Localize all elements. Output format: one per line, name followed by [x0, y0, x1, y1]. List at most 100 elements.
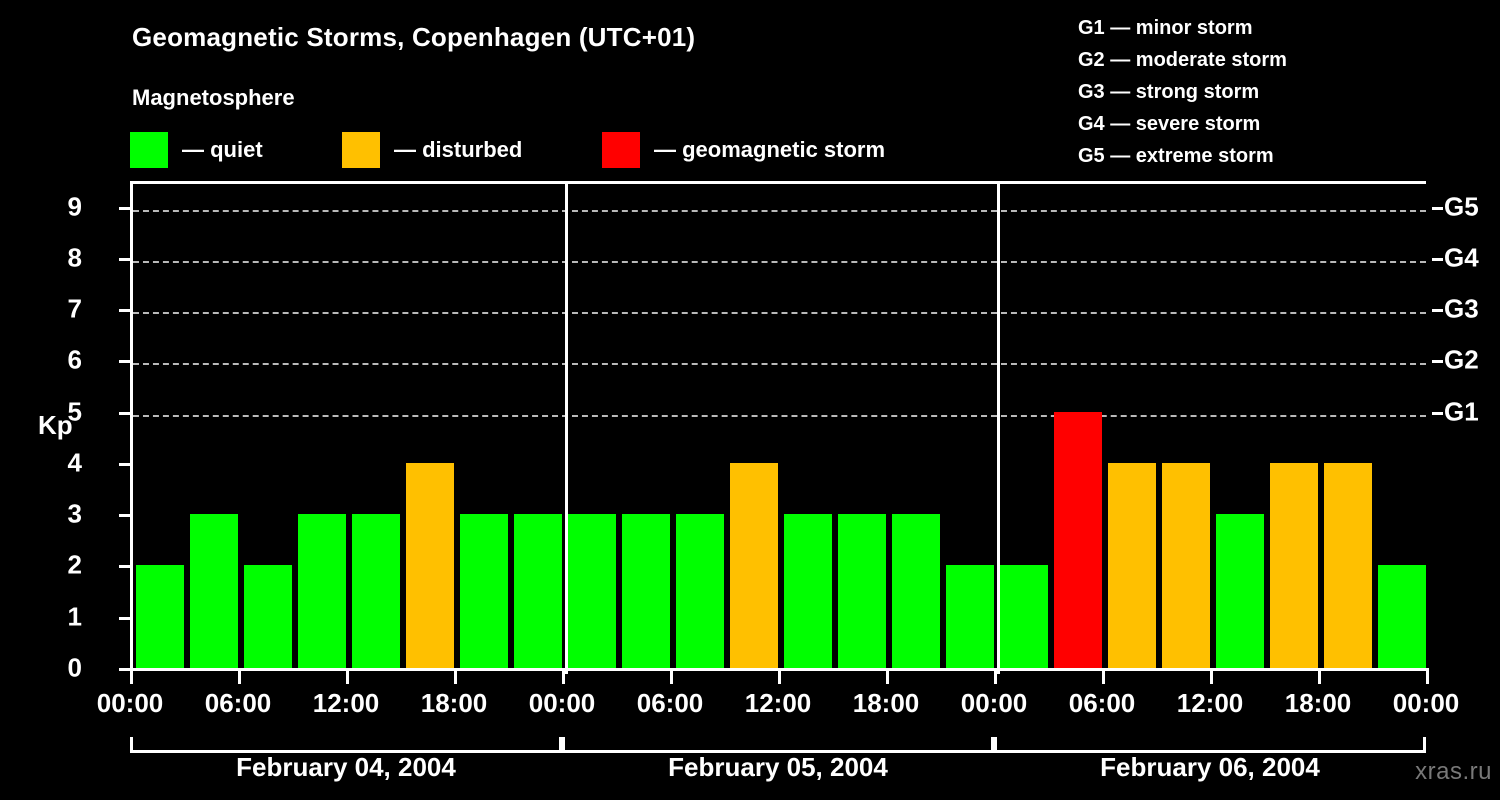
y-tick-mark-9	[119, 206, 130, 210]
kp-bar[interactable]	[190, 514, 238, 668]
y-tick-label-2: 2	[67, 549, 82, 580]
g-tick-label-G2: G2	[1444, 344, 1479, 375]
kp-bar[interactable]	[730, 462, 778, 668]
kp-bar[interactable]	[838, 514, 886, 668]
kp-bar[interactable]	[1378, 565, 1426, 668]
kp-bar[interactable]	[568, 514, 616, 668]
x-tick-label-12: 00:00	[1392, 688, 1460, 718]
kp-bar[interactable]	[1270, 462, 1318, 668]
gridline-kp-9	[133, 209, 1426, 212]
day-label-1: February 04, 2004	[236, 752, 456, 782]
g-scale-row-5: G5 — extreme storm	[1078, 145, 1274, 167]
kp-bar[interactable]	[1162, 462, 1210, 668]
y-tick-mark-2	[119, 565, 130, 569]
kp-bar[interactable]	[676, 514, 724, 668]
gridline-kp-8	[133, 260, 1426, 263]
x-tick-mark-0	[130, 671, 133, 684]
x-tick-label-1: 06:00	[204, 688, 272, 718]
day-divider-2	[997, 184, 1000, 674]
g-tick-label-G4: G4	[1444, 242, 1479, 273]
y-tick-mark-8	[119, 257, 130, 261]
kp-bar[interactable]	[1054, 411, 1102, 668]
x-axis-labels: 00:00 06:00 12:00 18:00 00:00 06:00 12:00 18:00…	[0, 688, 1500, 722]
y-axis-labels: 0 1 2 3 4 5 6 7 8 9	[30, 181, 82, 682]
x-tick-label-9: 06:00	[1068, 688, 1136, 718]
x-tick-mark-3	[454, 671, 457, 684]
kp-bar[interactable]	[946, 565, 994, 668]
g-scale-row-1: G1 — minor storm	[1078, 17, 1253, 39]
kp-bar[interactable]	[136, 565, 184, 668]
x-tick-label-7: 18:00	[852, 688, 920, 718]
quiet-swatch	[130, 132, 168, 168]
y-tick-label-4: 4	[67, 447, 82, 478]
y-tick-mark-5	[119, 411, 130, 415]
g-tick-mark-G3	[1432, 309, 1443, 313]
legend-entry-quiet: — quiet	[130, 132, 263, 168]
y-tick-label-0: 0	[67, 652, 82, 683]
y-tick-mark-3	[119, 514, 130, 518]
kp-bar[interactable]	[514, 514, 562, 668]
kp-bar[interactable]	[406, 462, 454, 668]
kp-bar[interactable]	[244, 565, 292, 668]
y-axis-title: Kp	[38, 410, 73, 440]
x-tick-label-5: 06:00	[636, 688, 704, 718]
x-tick-label-6: 12:00	[744, 688, 812, 718]
kp-bar[interactable]	[1216, 514, 1264, 668]
day-label-2: February 05, 2004	[668, 752, 888, 782]
kp-bar[interactable]	[784, 514, 832, 668]
g-tick-mark-G5	[1432, 206, 1443, 210]
y-tick-mark-1	[119, 616, 130, 620]
kp-bar[interactable]	[892, 514, 940, 668]
y-tick-label-9: 9	[67, 191, 82, 222]
gridline-kp-5	[133, 414, 1426, 417]
x-axis-ticks	[130, 671, 1429, 684]
y-tick-mark-6	[119, 360, 130, 364]
g-scale-row-2: G2 — moderate storm	[1078, 49, 1287, 71]
x-tick-mark-8	[994, 671, 997, 684]
y-tick-mark-7	[119, 309, 130, 313]
kp-bar[interactable]	[1324, 462, 1372, 668]
x-tick-label-4: 00:00	[528, 688, 596, 718]
g-scale-row-3: G3 — strong storm	[1078, 81, 1260, 103]
y-axis-ticks	[119, 181, 1426, 671]
kp-bar[interactable]	[352, 514, 400, 668]
gridline-kp-7	[133, 312, 1426, 315]
x-axis-baseline	[130, 668, 1429, 671]
kp-bar[interactable]	[298, 514, 346, 668]
page-title: Geomagnetic Storms, Copenhagen (UTC+01)	[132, 22, 696, 52]
g-tick-label-G5: G5	[1444, 191, 1479, 222]
x-tick-mark-10	[1210, 671, 1213, 684]
y-tick-label-6: 6	[67, 344, 82, 375]
day-ribbon	[130, 737, 1426, 753]
y-tick-label-1: 1	[67, 601, 82, 632]
g-tick-mark-G4	[1432, 257, 1443, 261]
day-divider-1	[565, 184, 568, 674]
y-tick-label-3: 3	[67, 498, 82, 529]
g-tick-label-G1: G1	[1444, 396, 1479, 427]
legend-entry-storm: — geomagnetic storm	[602, 132, 885, 168]
bars-layer	[133, 184, 1426, 668]
kp-bar[interactable]	[1000, 565, 1048, 668]
x-tick-label-3: 18:00	[420, 688, 488, 718]
legend-entry-disturbed: — disturbed	[342, 132, 522, 168]
kp-bar[interactable]	[1108, 462, 1156, 668]
g-scale-legend: G1 — minor storm G2 — moderate storm G3 — …	[1078, 12, 1287, 172]
x-tick-label-11: 18:00	[1284, 688, 1352, 718]
legend-label: — quiet	[182, 137, 263, 162]
x-tick-mark-9	[1102, 671, 1105, 684]
x-tick-mark-6	[778, 671, 781, 684]
disturbed-swatch	[342, 132, 380, 168]
x-tick-mark-4	[562, 671, 565, 684]
kp-bar[interactable]	[460, 514, 508, 668]
y-tick-label-5: 5	[67, 396, 82, 427]
kp-bar[interactable]	[622, 514, 670, 668]
x-tick-mark-2	[346, 671, 349, 684]
y-tick-label-8: 8	[67, 242, 82, 273]
watermark: xras.ru	[1415, 758, 1492, 785]
day-label-3: February 06, 2004	[1100, 752, 1320, 782]
y-tick-label-7: 7	[67, 293, 82, 324]
x-tick-label-10: 12:00	[1176, 688, 1244, 718]
x-tick-mark-5	[670, 671, 673, 684]
g-scale-row-4: G4 — severe storm	[1078, 113, 1261, 135]
day-bracket-1	[130, 737, 562, 753]
